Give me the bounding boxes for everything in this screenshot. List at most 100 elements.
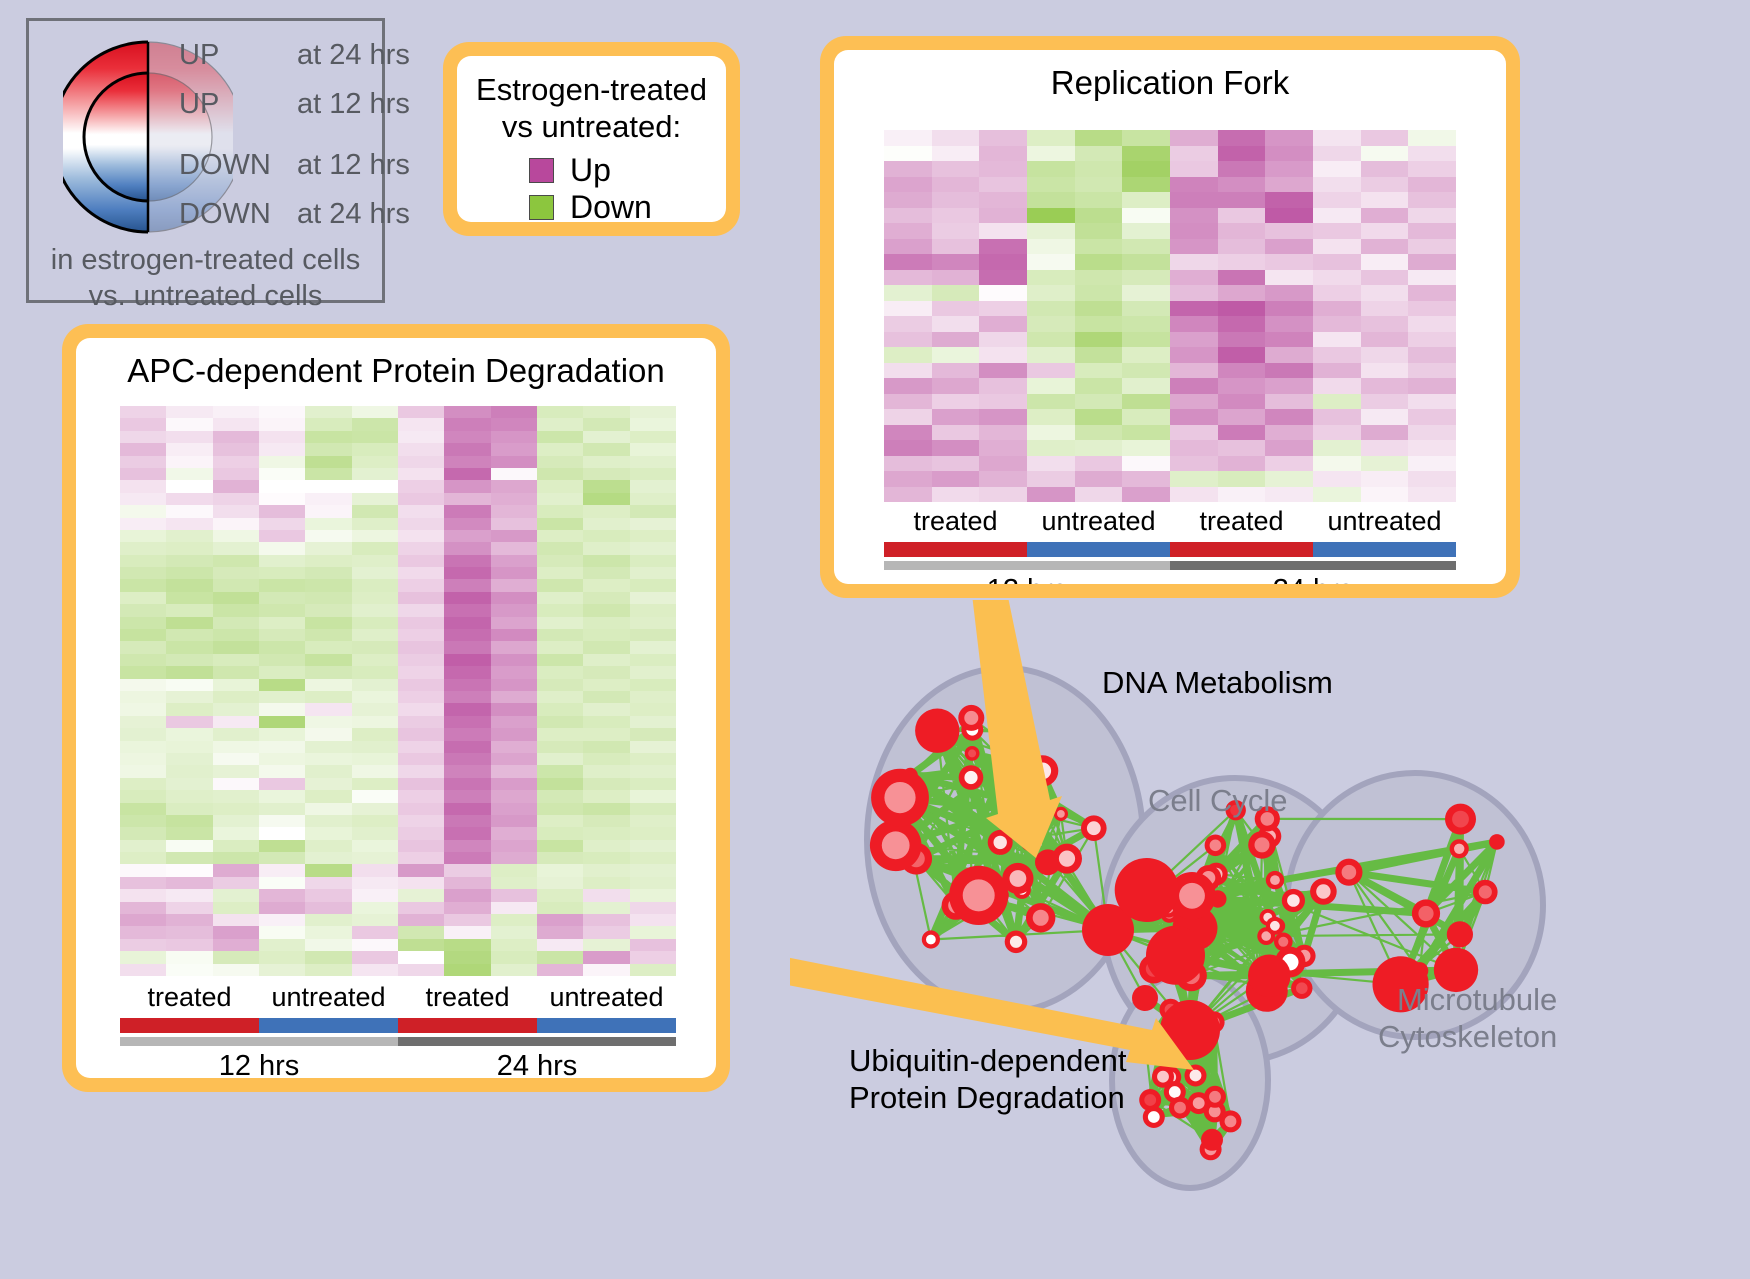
network-node[interactable] — [1433, 947, 1479, 993]
network-node[interactable] — [1335, 858, 1363, 886]
network-node[interactable] — [1254, 806, 1280, 832]
network-node[interactable] — [1081, 815, 1107, 841]
network-node[interactable] — [869, 819, 922, 872]
network-node[interactable] — [1489, 834, 1505, 850]
network-node[interactable] — [964, 746, 980, 761]
network-node[interactable] — [1204, 834, 1227, 857]
heatmap-cell — [1122, 285, 1170, 301]
group-label: untreated — [549, 982, 664, 1012]
time-label: 12 hrs — [218, 1050, 300, 1078]
network-node[interactable] — [1142, 1106, 1165, 1128]
network-node[interactable] — [1291, 977, 1313, 999]
network-node[interactable] — [1168, 872, 1216, 920]
network-node[interactable] — [1225, 800, 1246, 821]
network-node[interactable] — [1026, 903, 1056, 933]
heatmap-cell — [1074, 207, 1123, 223]
network-node[interactable] — [1187, 1092, 1210, 1115]
network-node[interactable] — [958, 765, 984, 790]
heatmap-cell — [305, 467, 352, 481]
network-node[interactable] — [1310, 878, 1337, 905]
cluster-label-microtubule-cytoskeleton: Microtubule Cytoskeleton — [1378, 982, 1558, 1055]
network-node[interactable] — [1082, 904, 1134, 956]
heatmap-cell — [305, 914, 352, 927]
heatmap-cell — [444, 591, 491, 605]
heatmap-cell — [258, 480, 306, 493]
heatmap-cell — [1122, 207, 1170, 223]
network-node[interactable] — [1201, 1128, 1223, 1151]
heatmap-cell — [397, 740, 445, 753]
heatmap-cell — [1360, 192, 1409, 208]
heatmap-cell — [258, 443, 306, 456]
network-node[interactable] — [1248, 954, 1291, 998]
heatmap-cell — [1027, 362, 1075, 378]
heatmap-cell — [490, 901, 537, 915]
heatmap-cell — [629, 666, 676, 679]
heatmap-cell — [490, 938, 537, 952]
network-node[interactable] — [1265, 870, 1285, 890]
node-core — [1057, 810, 1065, 818]
heatmap-cell — [120, 678, 167, 691]
network-node[interactable] — [1169, 1096, 1191, 1119]
heatmap-cell — [212, 418, 259, 431]
heatmap-cell — [166, 492, 213, 506]
network-node[interactable] — [1281, 888, 1305, 913]
network-node[interactable] — [1184, 1064, 1207, 1087]
heatmap-cell — [305, 579, 352, 592]
heatmap-cell — [931, 347, 980, 363]
network-node[interactable] — [1248, 831, 1276, 859]
legend-time: at 24 hrs — [297, 39, 410, 71]
network-node[interactable] — [1132, 985, 1158, 1011]
network-node[interactable] — [1445, 803, 1476, 835]
heatmap-cell — [979, 254, 1027, 270]
heatmap-cell — [490, 579, 537, 592]
heatmap-cell — [305, 690, 352, 704]
heatmap-cell — [629, 740, 676, 753]
network-node[interactable] — [949, 865, 1009, 925]
network-node[interactable] — [1274, 932, 1293, 952]
network-node[interactable] — [1265, 916, 1284, 935]
heatmap-cell — [305, 641, 352, 654]
network-node[interactable] — [1004, 930, 1028, 954]
network-node[interactable] — [1473, 879, 1498, 905]
network-node[interactable] — [1152, 1065, 1174, 1088]
heatmap-cell — [166, 926, 213, 939]
heatmap-cell — [1170, 393, 1218, 409]
heatmap-cell — [536, 914, 584, 927]
heatmap-cell — [629, 629, 676, 642]
heatmap-cell — [351, 629, 398, 642]
group-bar-treated — [1170, 542, 1313, 557]
heatmap-cell — [212, 901, 259, 915]
heatmap-cell — [305, 542, 352, 555]
heatmap-cell — [397, 480, 445, 493]
network-node[interactable] — [1411, 899, 1441, 928]
heatmap-cell — [1027, 161, 1075, 177]
network-node[interactable] — [1449, 839, 1469, 859]
network-node[interactable] — [915, 708, 960, 753]
heatmap-cell — [1408, 176, 1456, 192]
heatmap-cell — [1027, 440, 1075, 456]
heatmap-cell — [120, 517, 167, 530]
heatmap-cell — [1122, 409, 1170, 425]
heatmap-cell — [444, 690, 491, 704]
network-node[interactable] — [958, 704, 985, 731]
network-node[interactable] — [1219, 1110, 1242, 1133]
heatmap-cell — [629, 443, 676, 456]
heatmap-cell — [884, 254, 932, 270]
network-node[interactable] — [987, 829, 1013, 855]
network-node[interactable] — [1372, 956, 1429, 1013]
network-node[interactable] — [1052, 843, 1082, 874]
network-node[interactable] — [871, 768, 929, 827]
network-node[interactable] — [1446, 921, 1473, 948]
heatmap-cell — [536, 467, 584, 481]
heatmap-cell — [166, 752, 213, 766]
heatmap-cell — [120, 752, 167, 766]
network-node[interactable] — [1139, 1089, 1162, 1111]
network-node[interactable] — [1114, 858, 1179, 922]
network-node[interactable] — [1146, 925, 1205, 985]
network-node[interactable] — [1053, 806, 1068, 821]
heatmap-cell — [1217, 424, 1266, 440]
heatmap-cell — [166, 827, 213, 840]
network-node[interactable] — [1002, 862, 1034, 895]
network-node[interactable] — [921, 930, 940, 949]
heatmap-cell — [444, 852, 491, 865]
